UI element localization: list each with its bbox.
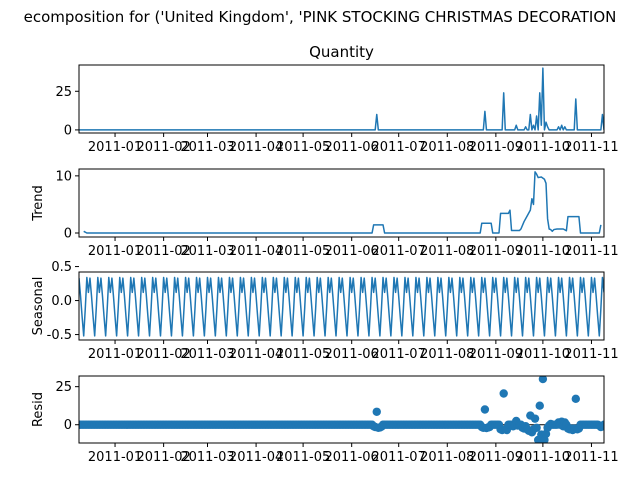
x-tick-label: 2011-07 xyxy=(372,140,426,155)
series-line xyxy=(79,67,604,131)
panels: Quantity0252011-012011-022011-032011-042… xyxy=(31,43,619,465)
x-tick-label: 2011-01 xyxy=(88,450,142,465)
axes-frame xyxy=(78,375,605,444)
resid-point xyxy=(530,414,540,423)
resid-point xyxy=(480,405,490,414)
resid-point xyxy=(538,376,548,384)
panel-title: Quantity xyxy=(309,43,374,61)
x-tick-label: 2011-08 xyxy=(420,140,474,155)
x-tick-label: 2011-04 xyxy=(229,140,283,155)
x-tick-label: 2011-02 xyxy=(136,140,190,155)
x-tick-label: 2011-05 xyxy=(276,140,330,155)
x-tick-label: 2011-05 xyxy=(276,347,330,362)
axes-frame xyxy=(78,271,605,341)
axes-frame xyxy=(78,64,605,134)
x-tick-label: 2011-09 xyxy=(469,244,523,259)
x-tick-label: 2011-03 xyxy=(180,244,234,259)
x-tick-label: 2011-05 xyxy=(276,244,330,259)
resid-point xyxy=(535,401,544,410)
y-tick-label: 25 xyxy=(55,380,72,395)
x-tick-label: 2011-07 xyxy=(372,244,426,259)
x-tick-label: 2011-06 xyxy=(325,450,379,465)
x-tick-label: 2011-01 xyxy=(88,140,142,155)
panel-2: Trend0102011-012011-022011-032011-042011… xyxy=(31,168,619,259)
x-tick-label: 2011-01 xyxy=(88,347,142,362)
plot-area xyxy=(79,67,604,131)
y-axis-label: Resid xyxy=(31,392,46,427)
y-tick-label: 25 xyxy=(55,85,72,100)
y-tick-label: -0.5 xyxy=(47,328,72,343)
x-tick-label: 2011-11 xyxy=(564,450,618,465)
figure-suptitle: ecomposition for ('United Kingdom', 'PIN… xyxy=(24,8,617,26)
panel-1: Quantity0252011-012011-022011-032011-042… xyxy=(55,43,618,155)
x-tick-label: 2011-10 xyxy=(516,244,570,259)
x-tick-label: 2011-07 xyxy=(372,347,426,362)
x-tick-label: 2011-06 xyxy=(325,244,379,259)
x-tick-label: 2011-02 xyxy=(136,450,190,465)
resid-point xyxy=(372,407,381,416)
y-tick-label: 10 xyxy=(55,169,72,184)
plot-area xyxy=(79,276,604,337)
x-tick-label: 2011-04 xyxy=(229,347,283,362)
x-tick-label: 2011-11 xyxy=(564,140,618,155)
resid-point xyxy=(499,389,508,398)
x-tick-label: 2011-10 xyxy=(516,140,570,155)
y-axis-label: Seasonal xyxy=(31,277,46,336)
x-tick-label: 2011-07 xyxy=(372,450,426,465)
x-tick-label: 2011-06 xyxy=(325,347,379,362)
x-tick-label: 2011-09 xyxy=(469,450,523,465)
panel-3: Seasonal 0.00.5-0.52011-012011-022011-032… xyxy=(31,260,619,362)
x-tick-label: 2011-05 xyxy=(276,450,330,465)
x-tick-label: 2011-11 xyxy=(564,244,618,259)
x-tick-label: 2011-02 xyxy=(136,347,190,362)
y-tick-label: 0 xyxy=(64,123,72,138)
y-tick-label: 0 xyxy=(64,227,72,242)
resid-point xyxy=(571,394,580,404)
resid-point xyxy=(532,423,541,432)
x-tick-label: 2011-03 xyxy=(180,450,234,465)
x-tick-label: 2011-01 xyxy=(88,244,142,259)
plot-area xyxy=(83,171,602,234)
x-tick-label: 2011-03 xyxy=(180,140,234,155)
x-tick-label: 2011-03 xyxy=(180,347,234,362)
x-tick-label: 2011-04 xyxy=(229,244,283,259)
x-tick-label: 2011-08 xyxy=(420,450,474,465)
x-tick-label: 2011-08 xyxy=(420,347,474,362)
x-tick-label: 2011-11 xyxy=(564,347,618,362)
resid-point xyxy=(599,420,604,429)
x-tick-label: 2011-04 xyxy=(229,450,283,465)
x-tick-label: 2011-09 xyxy=(469,140,523,155)
y-tick-label: 0.5 xyxy=(51,260,72,275)
x-tick-label: 2011-02 xyxy=(136,244,190,259)
x-tick-label: 2011-08 xyxy=(420,244,474,259)
panel-4: Resid 0252011-012011-022011-032011-042011… xyxy=(31,375,619,465)
y-tick-label: 0 xyxy=(64,418,72,433)
plot-area xyxy=(79,376,604,443)
y-tick-label: 0.0 xyxy=(51,294,72,309)
x-tick-label: 2011-06 xyxy=(325,140,379,155)
axes-frame xyxy=(78,168,605,238)
x-tick-label: 2011-10 xyxy=(516,450,570,465)
series-line xyxy=(79,276,604,337)
x-tick-label: 2011-10 xyxy=(516,347,570,362)
y-axis-label: Trend xyxy=(31,185,46,222)
x-tick-label: 2011-09 xyxy=(469,347,523,362)
series-line xyxy=(83,171,602,234)
